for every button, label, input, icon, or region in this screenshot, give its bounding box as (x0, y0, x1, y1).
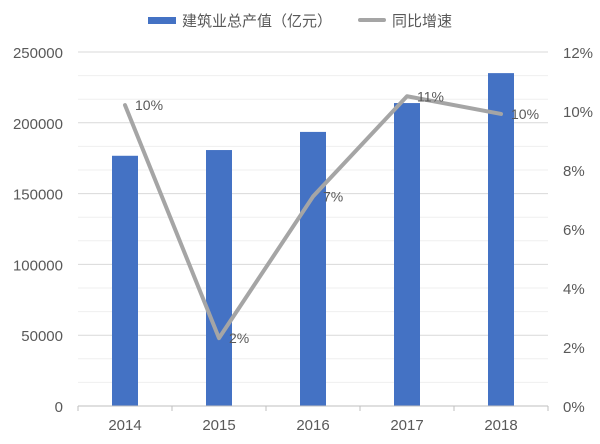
x-tick-label: 2015 (202, 417, 235, 434)
legend-line-swatch-icon (358, 18, 386, 22)
chart-legend: 建筑业总产值（亿元） 同比增速 (0, 8, 600, 32)
bar-series (112, 73, 514, 407)
legend-bar-swatch-icon (147, 16, 176, 24)
growth-data-label: 10% (511, 106, 539, 122)
line-series (123, 94, 503, 341)
x-tick-label: 2018 (484, 417, 517, 434)
x-tick-label: 2017 (390, 417, 423, 434)
left-y-tick-label: 50000 (21, 328, 63, 345)
growth-data-label: 7% (323, 189, 343, 205)
bar-2015 (206, 150, 232, 406)
legend-item-growth: 同比增速 (358, 10, 452, 31)
legend-label-growth: 同比增速 (392, 11, 453, 30)
left-y-tick-label: 150000 (13, 187, 63, 204)
right-y-tick-label: 2% (563, 340, 585, 357)
x-tick-label: 2014 (108, 417, 141, 434)
right-y-tick-label: 10% (563, 104, 593, 121)
legend-label-output: 建筑业总产值（亿元） (181, 11, 332, 30)
axes: 2014 2015 2016 2017 2018 0 50000 100000 150000 20… (13, 45, 593, 434)
right-y-tick-label: 8% (563, 163, 585, 180)
x-tick-label: 2016 (296, 417, 329, 434)
data-labels: 10% 2% 7% 11% 10% (135, 88, 539, 346)
right-y-tick-label: 4% (563, 281, 585, 298)
bar-2017 (394, 103, 420, 406)
right-y-tick-label: 12% (563, 45, 593, 62)
growth-data-label: 10% (135, 97, 163, 113)
left-y-tick-label: 100000 (13, 257, 63, 274)
left-y-tick-label: 250000 (13, 45, 63, 62)
right-y-tick-label: 6% (563, 222, 585, 239)
bar-2016 (300, 131, 326, 407)
left-y-tick-label: 0 (55, 399, 63, 416)
growth-data-label: 11% (417, 88, 444, 104)
right-y-tick-label: 0% (563, 399, 585, 416)
bar-2018 (488, 73, 514, 406)
growth-line (123, 94, 503, 341)
left-y-tick-label: 200000 (13, 116, 63, 133)
legend-item-output: 建筑业总产值（亿元） (147, 10, 332, 31)
growth-data-label: 2% (229, 330, 249, 346)
bar-2014 (112, 155, 138, 406)
